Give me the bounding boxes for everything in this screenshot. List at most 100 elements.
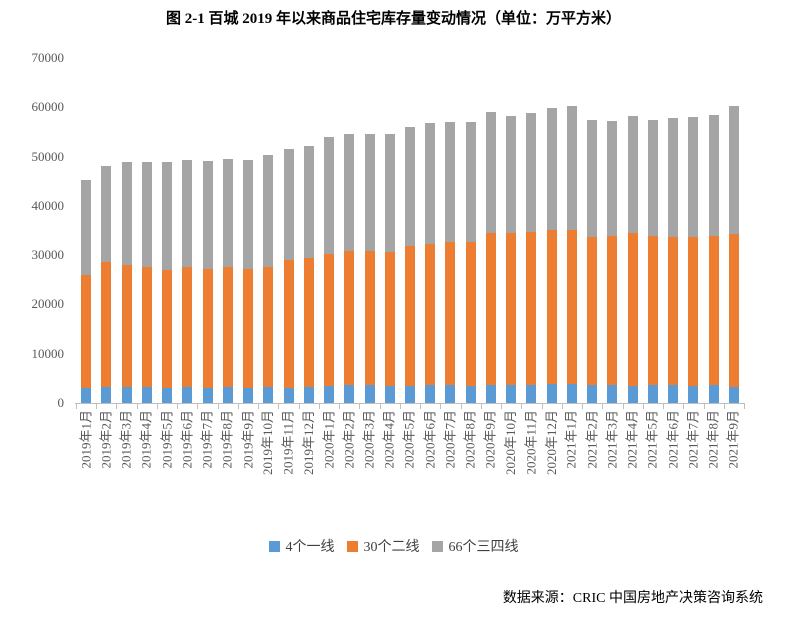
x-axis-label: 2020年5月 [402, 410, 417, 469]
bar-segment [688, 236, 699, 386]
x-axis-label: 2019年10月 [260, 410, 276, 476]
x-axis-tick [116, 404, 118, 409]
bar-segment [364, 385, 375, 403]
bar-segment [283, 148, 294, 260]
bar-segment [566, 106, 577, 230]
x-axis-tick [318, 404, 320, 409]
bar-segment [324, 137, 335, 255]
x-axis-label: 2021年2月 [584, 410, 600, 469]
x-axis-label: 2020年2月 [341, 410, 357, 469]
x-axis-label: 2020年10月 [503, 410, 519, 476]
x-axis-tick [258, 404, 260, 409]
bar-segment [647, 385, 658, 403]
bar-segment [688, 117, 699, 237]
bar-segment [566, 230, 577, 384]
bar-segment [263, 155, 274, 268]
x-axis-label: 2020年6月 [422, 410, 438, 469]
x-axis-label: 2020年11月 [523, 410, 539, 475]
x-axis-label: 2019年11月 [280, 410, 296, 475]
x-axis-label: 2020年7月 [442, 410, 458, 469]
x-axis-label: 2021年8月 [705, 410, 721, 469]
x-axis-label: 2021年9月 [725, 410, 741, 469]
y-axis-label: 10000 [31, 345, 65, 361]
x-axis-label: 2021年1月 [563, 410, 579, 469]
x-axis-line [75, 403, 745, 404]
bar-segment [708, 236, 719, 386]
bar-segment [485, 232, 496, 386]
x-axis-label: 2020年12月 [543, 410, 559, 476]
y-axis-label: 40000 [31, 197, 65, 213]
x-axis-label: 2019年1月 [78, 410, 94, 469]
x-axis-tick [197, 404, 199, 409]
x-axis-label: 2020年9月 [482, 410, 498, 469]
bar-segment [182, 159, 193, 268]
bar-segment [688, 385, 699, 403]
bar-segment [627, 385, 638, 403]
legend-item: 66个三四线 [431, 536, 519, 556]
x-axis-label: 2019年12月 [300, 410, 316, 476]
bar-segment [101, 387, 112, 403]
bar-segment [526, 113, 537, 232]
x-axis-tick [561, 404, 563, 409]
bar-segment [587, 237, 598, 386]
bar-segment [425, 123, 436, 244]
bar-segment [243, 388, 254, 403]
bar-segment [283, 388, 294, 403]
bar-segment [546, 229, 557, 384]
legend-item: 30个二线 [346, 536, 420, 556]
bar-segment [405, 126, 415, 247]
bar-segment [465, 241, 476, 386]
x-axis-label: 2021年7月 [685, 410, 701, 469]
x-axis-tick [501, 404, 503, 409]
bar-segment [384, 133, 395, 252]
x-axis-tick [359, 404, 361, 409]
x-axis-tick [663, 404, 665, 409]
x-axis-tick [602, 404, 604, 409]
bar-segment [162, 388, 173, 403]
x-axis-label: 2021年6月 [665, 410, 681, 469]
x-axis-tick [156, 404, 158, 409]
bar-segment [485, 385, 496, 403]
bar-segment [384, 251, 395, 387]
y-axis-label: 0 [57, 395, 65, 410]
x-axis-tick [136, 404, 138, 409]
x-axis-tick [177, 404, 179, 409]
bar-segment [182, 267, 193, 388]
x-axis-label: 2019年4月 [138, 410, 154, 469]
bar-segment [121, 265, 132, 387]
bar-segment [222, 267, 233, 388]
bar-segment [101, 262, 112, 388]
y-axis-label: 30000 [31, 247, 65, 263]
bar-segment [506, 233, 517, 385]
bar-segment [728, 386, 739, 403]
x-axis-tick [440, 404, 442, 409]
bar-segment [627, 233, 638, 386]
bar-segment [303, 257, 314, 388]
x-axis-tick [399, 404, 401, 409]
legend: 4个一线 30个二线 66个三四线 [0, 536, 787, 556]
x-axis-tick [683, 404, 685, 409]
bar-segment [344, 385, 355, 403]
bar-segment [263, 387, 274, 403]
bar-segment [121, 386, 132, 403]
bar-segment [566, 383, 577, 403]
bar-segment [465, 121, 476, 242]
bar-segment [425, 243, 436, 386]
legend-swatch-icon [346, 540, 358, 552]
bar-segment [364, 250, 375, 386]
x-axis-tick [217, 404, 219, 409]
x-axis-tick [237, 404, 239, 409]
data-source-note: 数据来源：CRIC 中国房地产决策咨询系统 [502, 591, 763, 606]
bar-segment [627, 116, 638, 234]
x-axis-tick [582, 404, 584, 409]
bar-segment [81, 275, 92, 389]
bar-segment [243, 160, 254, 270]
bar-segment [81, 388, 92, 403]
x-axis-label: 2020年8月 [462, 410, 478, 469]
bar-segment [222, 387, 233, 403]
legend-swatch-icon [431, 540, 443, 552]
legend-item: 4个一线 [268, 536, 335, 556]
bar-segment [202, 160, 213, 270]
x-axis-label: 2020年3月 [361, 410, 377, 469]
bar-segment [485, 112, 496, 233]
